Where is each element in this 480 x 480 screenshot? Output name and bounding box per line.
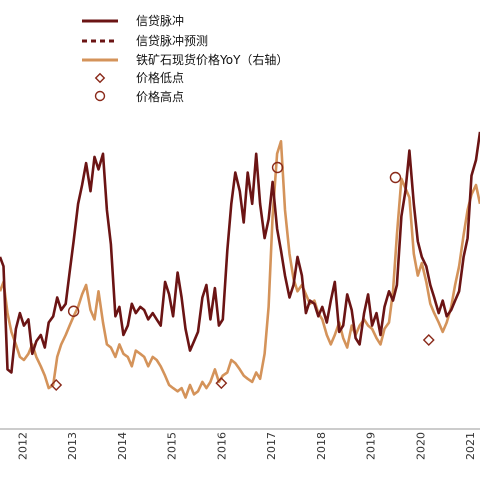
x-tick-label: 2014 [116, 432, 129, 460]
x-tick-label: 2012 [16, 432, 29, 460]
legend: 信贷脉冲 信贷脉冲预测 铁矿石现货价格YoY（右轴） 价格低点 价格高点 [82, 13, 288, 104]
price-low-marker [422, 334, 435, 346]
legend-swatch-price-high [94, 90, 106, 102]
x-tick-label: 2019 [365, 432, 378, 460]
price-low-marker [215, 377, 228, 390]
legend-swatch-price-low [94, 72, 106, 84]
price-markers [50, 161, 435, 391]
x-tick-label: 2020 [414, 432, 427, 460]
x-tick-label: 2013 [66, 432, 79, 460]
legend-label-iron-ore-yoy: 铁矿石现货价格YoY（右轴） [136, 52, 288, 67]
legend-label-credit-impulse-forecast: 信贷脉冲预测 [136, 33, 208, 48]
x-tick-label: 2021 [464, 432, 477, 460]
price-low-marker [50, 379, 63, 391]
legend-label-credit-impulse: 信贷脉冲 [136, 13, 184, 28]
x-axis-ticks: 2012 2013 2014 2015 2016 2017 2018 2019 2020 2021 [16, 432, 477, 460]
x-tick-label: 2018 [315, 432, 328, 460]
x-tick-label: 2016 [215, 432, 228, 460]
x-tick-label: 2015 [166, 432, 179, 460]
legend-label-price-low: 价格低点 [136, 70, 184, 85]
price-high-marker [271, 161, 284, 174]
series-line-iron-ore-yoy [0, 140, 480, 399]
x-tick-label: 2017 [265, 432, 278, 460]
legend-label-price-high: 价格高点 [136, 89, 184, 104]
x-axis: 2012 2013 2014 2015 2016 2017 2018 2019 2020 2021 [0, 428, 480, 460]
price-high-marker [67, 305, 80, 317]
series-line-credit-impulse [0, 131, 480, 374]
plot-area [0, 131, 480, 399]
price-high-marker [389, 171, 402, 184]
